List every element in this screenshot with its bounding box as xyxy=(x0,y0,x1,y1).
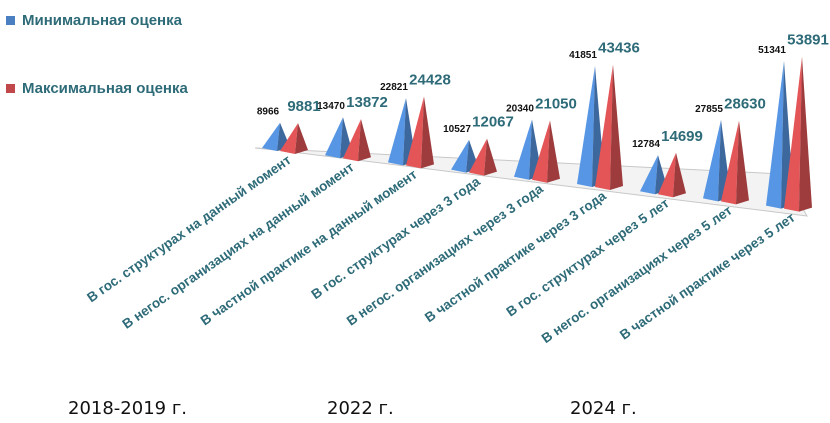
value-label-max-9: 53891 xyxy=(787,32,829,49)
legend-swatch-max xyxy=(6,84,15,93)
value-label-min-7: 12784 xyxy=(632,139,660,150)
pyramid-max-4-dark-face xyxy=(484,138,497,176)
value-label-max-8: 28630 xyxy=(724,96,766,113)
value-label-max-1: 9881 xyxy=(287,98,320,115)
group-label-2022: 2022 г. xyxy=(327,398,394,419)
pyramid-min-8-light-face xyxy=(703,119,721,202)
pyramid-max-7-dark-face xyxy=(673,152,686,198)
pyramid-max-2-light-face xyxy=(343,119,361,162)
pyramid-max-8-dark-face xyxy=(736,120,749,205)
legend-swatch-min xyxy=(6,16,15,25)
value-label-min-3: 22821 xyxy=(380,82,408,93)
pyramid-min-1-light-face xyxy=(262,122,280,151)
pyramid-max-1-light-face xyxy=(280,123,298,154)
value-label-max-7: 14699 xyxy=(661,128,703,145)
pyramid-max-3-light-face xyxy=(406,96,424,169)
value-label-min-9: 51341 xyxy=(758,45,786,56)
pyramid-min-5-light-face xyxy=(514,119,532,180)
value-label-min-4: 10527 xyxy=(443,124,471,135)
pyramid-max-8-light-face xyxy=(721,120,739,205)
value-label-min-1: 8966 xyxy=(257,107,280,118)
pyramid-max-5-light-face xyxy=(532,120,550,183)
value-label-min-2: 13470 xyxy=(317,101,345,112)
value-label-min-8: 27855 xyxy=(695,104,723,115)
value-label-max-6: 43436 xyxy=(598,40,640,57)
legend-label-min: Минимальная оценка xyxy=(22,12,182,29)
value-label-max-4: 12067 xyxy=(472,114,514,131)
value-label-max-5: 21050 xyxy=(535,95,577,112)
pyramid-max-6-light-face xyxy=(595,64,613,190)
pyramid-max-2-dark-face xyxy=(358,119,371,162)
group-label-2024: 2024 г. xyxy=(570,398,637,419)
pyramid-max-4-light-face xyxy=(469,138,487,176)
group-label-2018: 2018-2019 г. xyxy=(68,398,188,419)
pyramid-max-6-dark-face xyxy=(610,64,623,190)
pyramid-min-4-light-face xyxy=(451,139,469,173)
value-label-max-3: 24428 xyxy=(409,72,451,89)
legend-item-max: Максимальная оценка xyxy=(6,80,188,97)
pyramid-max-9-dark-face xyxy=(799,56,812,212)
legend-label-max: Максимальная оценка xyxy=(22,80,188,97)
pyramid-max-9-light-face xyxy=(784,56,802,212)
pyramid-max-7-light-face xyxy=(658,152,676,198)
pyramid-min-3-light-face xyxy=(388,98,406,166)
pyramid-min-7-light-face xyxy=(640,155,658,195)
pyramid-min-6-light-face xyxy=(577,66,595,187)
value-label-min-5: 20340 xyxy=(506,103,534,114)
pyramid-max-3-dark-face xyxy=(421,96,434,169)
pyramid-min-2-light-face xyxy=(325,117,343,159)
pyramid-max-5-dark-face xyxy=(547,120,560,183)
pyramid-max-1-dark-face xyxy=(295,123,308,154)
value-label-min-6: 41851 xyxy=(569,50,597,61)
legend-item-min: Минимальная оценка xyxy=(6,12,182,29)
value-label-max-2: 13872 xyxy=(346,94,388,111)
pyramid-min-9-light-face xyxy=(766,60,784,209)
